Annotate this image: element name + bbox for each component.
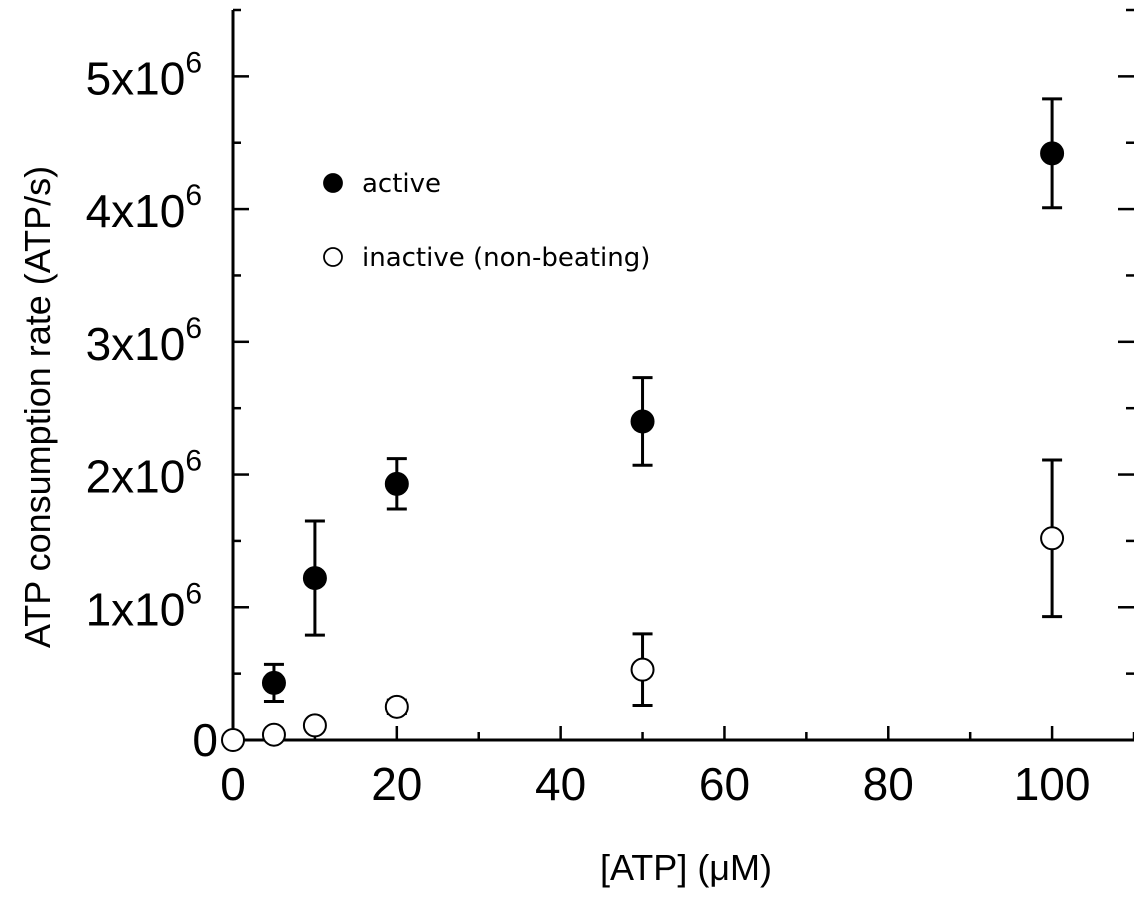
inactive-point <box>384 694 409 719</box>
y-tick-label: 2x106 <box>86 445 202 503</box>
x-axis-title: [ATP] (μM) <box>600 847 772 888</box>
active-point <box>384 471 409 496</box>
x-tick-label: 60 <box>699 758 750 810</box>
y-tick-label: 0 <box>192 714 218 766</box>
inactive-point <box>302 713 327 738</box>
tick-labels: 0 20 40 60 80 100 5x106 4x106 3x106 2x106 1x106 0 <box>86 46 1091 810</box>
legend: active inactive (non-beating) <box>323 169 650 273</box>
legend-marker <box>323 247 343 267</box>
y-tick-label: 4x106 <box>86 179 202 237</box>
active-point <box>630 409 655 434</box>
axes <box>231 10 1134 742</box>
inactive-point <box>261 722 286 747</box>
inactive-point <box>1040 526 1065 551</box>
y-tick-label: 5x106 <box>86 46 202 104</box>
x-tick-label: 100 <box>1014 758 1091 810</box>
x-tick-label: 80 <box>863 758 914 810</box>
legend-label: inactive (non-beating) <box>362 243 650 273</box>
x-tick-label: 40 <box>535 758 586 810</box>
x-tick-label: 20 <box>371 758 422 810</box>
legend-marker <box>323 173 343 193</box>
legend-label: active <box>362 169 441 199</box>
active-point <box>302 566 327 591</box>
inactive-point <box>630 657 655 682</box>
y-tick-label: 3x106 <box>86 312 202 370</box>
active-point <box>261 670 286 695</box>
y-axis-title: ATP consumption rate (ATP/s) <box>17 166 58 648</box>
data-points <box>221 141 1065 752</box>
x-tick-label: 0 <box>220 758 246 810</box>
y-tick-label: 1x106 <box>86 577 202 635</box>
inactive-point <box>221 728 245 752</box>
active-point <box>1040 141 1065 166</box>
ticks <box>231 8 1134 742</box>
